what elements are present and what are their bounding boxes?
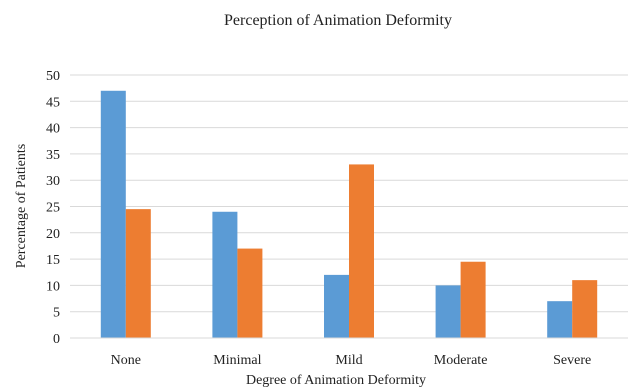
y-tick-label: 20 — [46, 227, 60, 242]
bar-series-2-mild — [349, 164, 374, 338]
y-tick-label: 50 — [46, 69, 60, 84]
y-tick-label: 10 — [46, 279, 60, 294]
x-axis-ticks: None Minimal Mild Moderate Severe — [111, 353, 592, 368]
y-tick-label: 25 — [46, 201, 60, 216]
y-tick-label: 45 — [46, 95, 60, 110]
chart-title: Perception of Animation Deformity — [224, 12, 452, 29]
x-axis-label: Degree of Animation Deformity — [246, 373, 426, 388]
y-tick-label: 30 — [46, 174, 60, 189]
bar-series-1-severe — [547, 301, 573, 338]
x-tick-label: Moderate — [434, 353, 488, 368]
bar-series-1-mild — [324, 274, 349, 338]
bar-series-1-minimal — [212, 211, 238, 338]
x-tick-label: Mild — [335, 353, 362, 368]
y-tick-label: 35 — [46, 148, 60, 163]
x-tick-label: Minimal — [213, 353, 261, 368]
bars — [100, 90, 598, 338]
y-axis-ticks: 0 5 10 15 20 25 30 35 40 45 50 — [46, 69, 60, 347]
bar-series-2-none — [125, 209, 151, 338]
y-tick-label: 0 — [53, 332, 60, 347]
bar-series-1-moderate — [435, 285, 461, 338]
y-tick-label: 15 — [46, 253, 60, 268]
bar-series-1-none — [100, 90, 126, 338]
bar-series-2-severe — [572, 280, 598, 338]
y-tick-label: 5 — [53, 306, 60, 321]
bar-series-2-minimal — [237, 248, 263, 338]
y-axis-label: Percentage of Patients — [14, 144, 29, 268]
y-tick-label: 40 — [46, 122, 60, 137]
bar-series-2-moderate — [460, 261, 486, 338]
x-tick-label: None — [111, 353, 141, 368]
x-tick-label: Severe — [553, 353, 591, 368]
